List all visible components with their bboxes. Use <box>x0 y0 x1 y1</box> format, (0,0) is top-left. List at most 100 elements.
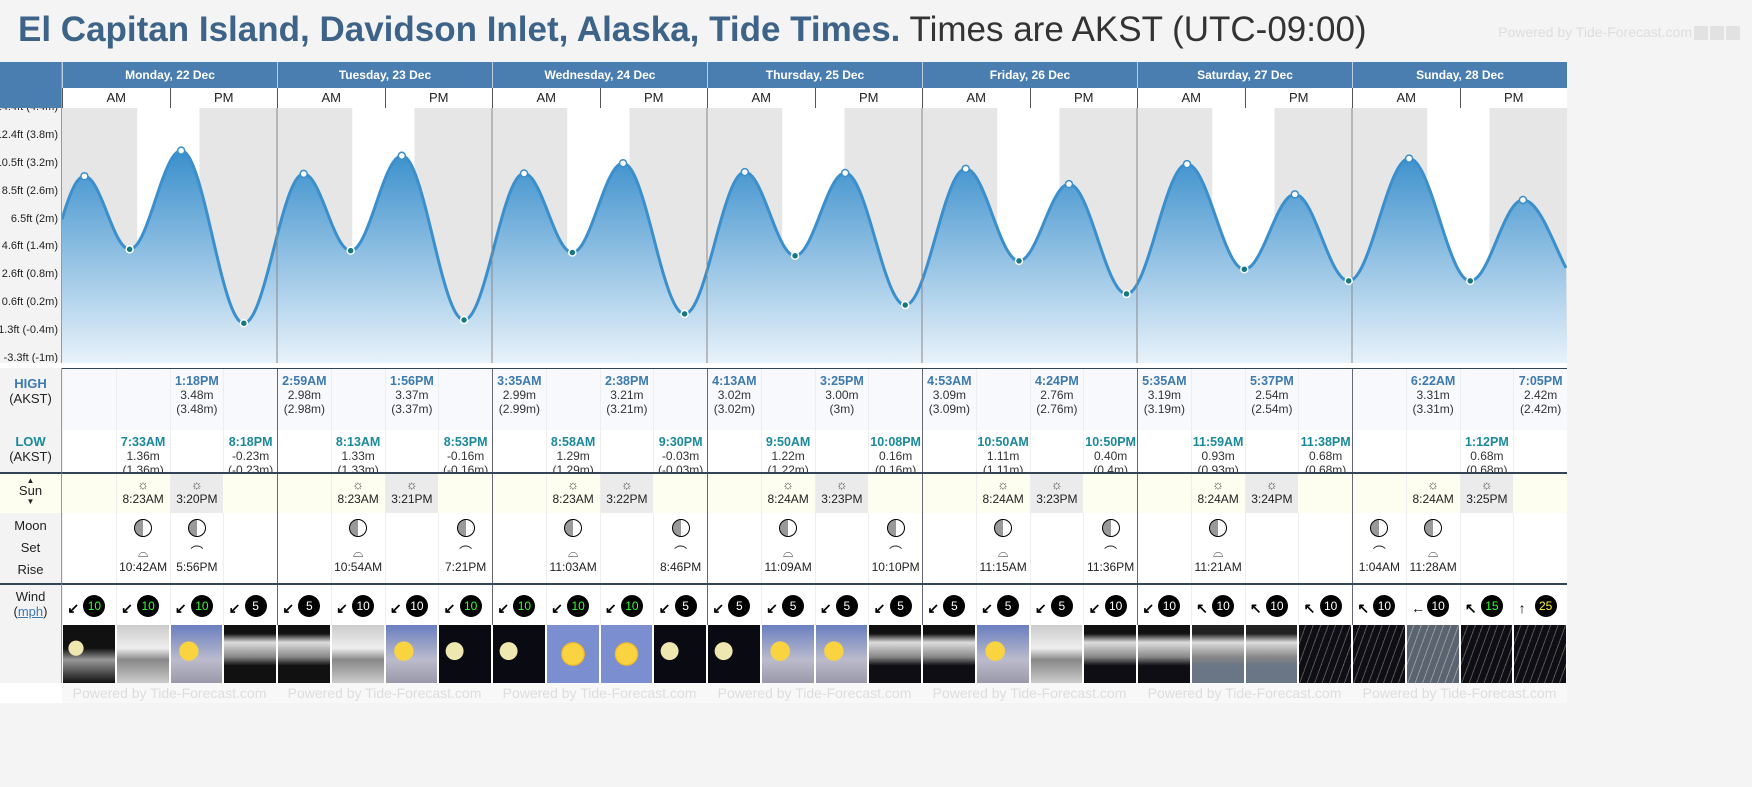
tide-chart <box>62 108 1567 363</box>
low-tide-point <box>1014 256 1024 266</box>
wind-direction-arrow-icon: ↙ <box>389 600 402 616</box>
wind-unit-link[interactable]: mph <box>17 604 44 619</box>
day-divider <box>707 513 708 583</box>
y-axis: -3.3ft (-1m) -1.3ft (-0.4m) 0.6ft (0.2m) 2.… <box>0 108 62 363</box>
high-tide-point <box>176 146 186 155</box>
low-tide-cell <box>814 430 869 472</box>
wind-cell: 10 ↙ <box>545 585 600 625</box>
moon-heading: Moon <box>14 518 47 533</box>
wind-direction-arrow-icon: ↖ <box>1249 600 1262 616</box>
powered-by-footer[interactable]: Powered by Tide-Forecast.com <box>932 685 1127 701</box>
low-tide-point <box>900 300 910 310</box>
wind-speed-badge: 10 ↙ <box>497 595 536 617</box>
low-tide-point <box>125 245 134 254</box>
weather-rain-night-icon <box>1514 625 1566 683</box>
sunrise-cell: ☼ 8:24AM <box>1190 474 1245 513</box>
wind-direction-arrow-icon: ↙ <box>282 600 295 616</box>
day-header: Wednesday, 24 Dec <box>492 62 707 88</box>
low-tide-meters: 0.93m <box>1201 449 1235 463</box>
sun-down-arrow-icon: ▼ <box>26 497 35 506</box>
high-heading: HIGH <box>14 376 47 391</box>
wind-direction-arrow-icon: ↙ <box>228 600 241 616</box>
powered-by-footer[interactable]: Powered by Tide-Forecast.com <box>1147 685 1342 701</box>
y-tick-label: 10.5ft (3.2m) <box>0 156 58 169</box>
moon-cell <box>1244 513 1299 583</box>
powered-by-footer[interactable]: Powered by Tide-Forecast.com <box>287 685 482 701</box>
wind-cell: 5 ↙ <box>868 585 922 625</box>
moon-cell: ⌒ 1:04AM <box>1352 513 1406 583</box>
low-tide-point <box>346 246 355 255</box>
moon-phase-icon <box>1424 519 1443 537</box>
wind-direction-arrow-icon: ↙ <box>873 600 886 616</box>
wind-cell: 10 ↙ <box>169 585 224 625</box>
sunrise-time: 8:23AM <box>552 492 594 506</box>
moon-set-heading: Set <box>20 540 41 555</box>
moon-phase-icon <box>994 519 1013 537</box>
day-divider <box>1137 430 1138 472</box>
am-label: AM <box>707 88 815 108</box>
powered-by-footer[interactable]: Powered by Tide-Forecast.com <box>1362 685 1557 701</box>
low-tide-cell <box>922 430 976 472</box>
wind-cell: 5 ↙ <box>814 585 869 625</box>
wind-speed-badge: 5 ↙ <box>282 595 321 617</box>
sunset-cell: ☼ 3:23PM <box>814 474 869 513</box>
low-tide-time: 10:50PM <box>1085 435 1136 449</box>
wind-row: 10 ↙ 10 ↙ 10 ↙ 5 ↙ 5 ↙ 10 ↙ 10 ↙ 10 ↙ 10 ↙ 10 ↙ 10 ↙ 5 ↙ 5 ↙ 5 ↙ 5 ↙ 5… <box>62 583 1567 625</box>
sunrise-icon: ☼ <box>567 477 580 492</box>
powered-by-top[interactable]: Powered by Tide-Forecast.com <box>1498 24 1740 41</box>
high-tide-time: 3:35AM <box>497 374 542 388</box>
moonset-time: 10:10PM <box>871 560 920 574</box>
low-tide-cell: 7:33AM 1.36m (1.36m) <box>115 430 170 477</box>
high-tide-time: 3:25PM <box>819 374 864 388</box>
low-tide-cell <box>1029 430 1084 472</box>
low-tide-time: 8:53PM <box>443 435 488 449</box>
powered-by-footer[interactable]: Powered by Tide-Forecast.com <box>502 685 697 701</box>
moonset-icon: ⌒ <box>674 545 688 560</box>
low-tide-cell <box>599 430 654 472</box>
pm-label: PM <box>169 88 277 108</box>
low-tide-point <box>1240 265 1249 274</box>
powered-by-footer[interactable]: Powered by Tide-Forecast.com <box>717 685 912 701</box>
high-tide-meters-alt: (3.09m) <box>928 402 971 416</box>
wind-speed-badge: 10 ↙ <box>444 595 482 617</box>
moonrise-time: 11:09AM <box>764 560 812 574</box>
wind-cell: 10 ↙ <box>330 585 385 625</box>
powered-by-footer[interactable]: Powered by Tide-Forecast.com <box>72 685 267 701</box>
high-tide-time: 7:05PM <box>1518 374 1563 388</box>
wind-cell: 10 ↖ <box>1244 585 1299 625</box>
weather-snow-night-icon <box>1084 625 1136 683</box>
y-tick-label: 12.4ft (3.8m) <box>0 128 58 141</box>
sunset-icon: ☼ <box>835 477 848 492</box>
moonrise-icon: ⌓ <box>1212 545 1224 560</box>
tide-line <box>62 149 1567 325</box>
wind-cell: 10 ↙ <box>492 585 546 625</box>
low-tide-meters: -0.16m <box>446 449 485 463</box>
high-tide-meters-alt: (2.54m) <box>1251 402 1293 416</box>
wind-direction-arrow-icon: ↑ <box>1518 600 1526 616</box>
day-header: Monday, 22 Dec <box>62 62 277 88</box>
day-header: Thursday, 25 Dec <box>707 62 922 88</box>
sunset-cell: ☼ 3:22PM <box>599 474 654 513</box>
day-divider <box>1137 474 1138 513</box>
weather-sun-cloud-icon <box>976 625 1029 683</box>
weather-moon-cloud-icon <box>63 625 115 683</box>
low-tide-cell <box>1513 430 1567 472</box>
wind-direction-arrow-icon: ↙ <box>712 600 725 616</box>
low-tide-meters: 0.16m <box>878 449 913 463</box>
day-divider <box>707 369 708 430</box>
low-tide-cell: 8:58AM 1.29m (1.29m) <box>545 430 600 477</box>
moon-cell <box>707 513 761 583</box>
sunrise-cell: ☼ 8:24AM <box>760 474 815 513</box>
sunrise-time: 8:24AM <box>767 492 809 506</box>
moon-cell: ⌓ 11:21AM <box>1190 513 1245 583</box>
weather-sun-icon <box>600 625 653 683</box>
sunrise-cell: ☼ 8:24AM <box>1405 474 1460 513</box>
high-tide-cell <box>1459 369 1514 430</box>
high-tide-cell <box>438 369 492 430</box>
high-tide-meters: 3.09m <box>932 388 967 402</box>
wind-cell: 10 ↖ <box>1190 585 1245 625</box>
moonset-time: 8:46PM <box>659 560 702 574</box>
moon-cell: ⌓ 10:42AM <box>115 513 170 583</box>
day-divider <box>1352 430 1353 472</box>
day-divider <box>492 474 493 513</box>
